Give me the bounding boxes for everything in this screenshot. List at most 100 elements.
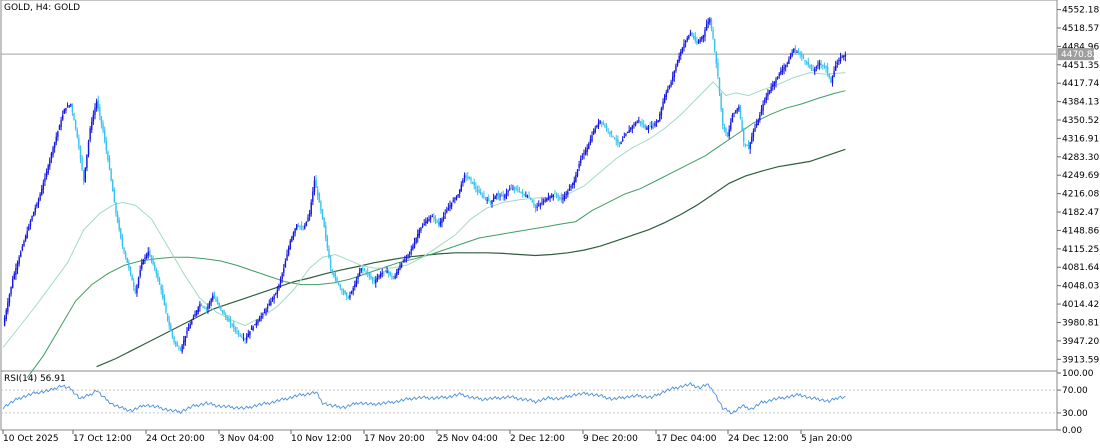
- candle-bear: [367, 271, 369, 274]
- candle-bull: [736, 108, 738, 111]
- candle-bull: [689, 32, 692, 36]
- ma-mid-line: [26, 90, 846, 378]
- candle-bear: [347, 297, 350, 299]
- candle-bull: [444, 213, 446, 215]
- candle-bull: [355, 280, 358, 286]
- candle-bull: [817, 64, 819, 66]
- time-tick-label: 10 Nov 12:00: [291, 434, 352, 444]
- candle-bull: [752, 131, 755, 137]
- candle-bull: [399, 265, 401, 270]
- candle-bull: [15, 268, 17, 276]
- candle-bull: [589, 139, 592, 144]
- candle-bear: [725, 128, 727, 134]
- candle-bull: [184, 335, 187, 342]
- candle-bear: [134, 288, 137, 293]
- candle-bull: [207, 305, 209, 310]
- time-tick-label: 5 Jan 20:00: [801, 434, 853, 444]
- time-axis: 10 Oct 2025 17 Oct 12:00 24 Oct 20:00 3 Nov…: [2, 430, 853, 444]
- candle-bull: [268, 303, 270, 305]
- candle-bull: [544, 199, 546, 201]
- candle-bear: [365, 272, 367, 274]
- candle-bull: [584, 150, 587, 155]
- candle-bull: [775, 79, 777, 84]
- candle-bull: [186, 331, 188, 335]
- candle-bear: [368, 272, 371, 276]
- candle-bear: [712, 29, 714, 39]
- candle-bull: [770, 87, 772, 92]
- candle-bull: [450, 202, 453, 207]
- candle-bear: [236, 330, 238, 332]
- candle-bear: [300, 225, 303, 229]
- candle-bull: [768, 90, 771, 94]
- candle-bull: [310, 202, 312, 214]
- candle-bull: [413, 242, 416, 248]
- rsi-tick-label: 30.00: [1062, 409, 1088, 419]
- candle-bear: [534, 205, 537, 208]
- candle-bull: [429, 217, 432, 219]
- candle-bull: [759, 114, 761, 120]
- candle-bull: [89, 128, 91, 141]
- candle-bull: [144, 257, 146, 260]
- grid-layer: [0, 0, 1058, 431]
- candle-bull: [646, 127, 648, 130]
- candle-bull: [208, 302, 211, 306]
- candle-bull: [13, 273, 15, 279]
- current-price-tag: [1058, 48, 1094, 61]
- candle-bull: [86, 154, 88, 169]
- candle-bull: [379, 273, 382, 277]
- candle-bear: [694, 36, 697, 41]
- candle-bear: [489, 201, 492, 203]
- candle-bear: [607, 129, 609, 131]
- candle-bull: [620, 142, 622, 144]
- candle-bear: [239, 335, 241, 337]
- candle-bear: [233, 324, 235, 328]
- candle-bull: [592, 131, 595, 135]
- candle-bear: [649, 125, 651, 127]
- rsi-panel-frame: [0, 370, 1058, 431]
- candle-bull: [573, 180, 575, 185]
- candle-bull: [142, 259, 145, 265]
- candle-bear: [610, 131, 613, 135]
- candle-bull: [492, 198, 495, 202]
- candle-bull: [136, 285, 138, 294]
- candle-bull: [699, 39, 701, 42]
- candle-bull: [778, 73, 780, 76]
- rsi-panel: 100.00 70.00 30.00 0.00: [1, 369, 1094, 436]
- candle-bull: [32, 212, 35, 217]
- candle-bear: [726, 132, 729, 137]
- candle-bull: [279, 279, 282, 284]
- time-tick-label: 25 Nov 04:00: [437, 434, 498, 444]
- candle-bull: [199, 303, 201, 308]
- candle-bull: [313, 180, 316, 192]
- candle-bear: [244, 338, 246, 340]
- candle-bull: [625, 133, 627, 136]
- candle-bull: [137, 277, 140, 286]
- candle-bull: [738, 106, 740, 110]
- candle-bull: [630, 127, 632, 130]
- candle-bear: [153, 264, 156, 269]
- candle-bull: [431, 216, 433, 218]
- candle-bear: [696, 40, 698, 44]
- candle-bear: [323, 217, 325, 228]
- candle-bull: [262, 314, 264, 316]
- candle-bull: [283, 268, 285, 273]
- candle-bear: [215, 298, 217, 301]
- candle-bear: [471, 181, 474, 184]
- candle-bear: [639, 121, 642, 123]
- candle-bull: [91, 121, 93, 130]
- candle-bear: [392, 277, 395, 280]
- ma-slow-line: [96, 148, 846, 368]
- candle-bear: [715, 51, 717, 64]
- candle-bull: [550, 195, 553, 197]
- candle-bull: [47, 165, 49, 174]
- candle-bull: [796, 51, 798, 53]
- price-tick-label: 4249.69: [1062, 171, 1099, 181]
- candle-bull: [7, 302, 9, 312]
- candle-bear: [434, 217, 437, 221]
- candle-bull: [581, 155, 584, 158]
- candle-bull: [755, 123, 758, 127]
- candle-bear: [126, 257, 128, 263]
- candle-bull: [37, 199, 40, 204]
- candle-bear: [515, 187, 517, 189]
